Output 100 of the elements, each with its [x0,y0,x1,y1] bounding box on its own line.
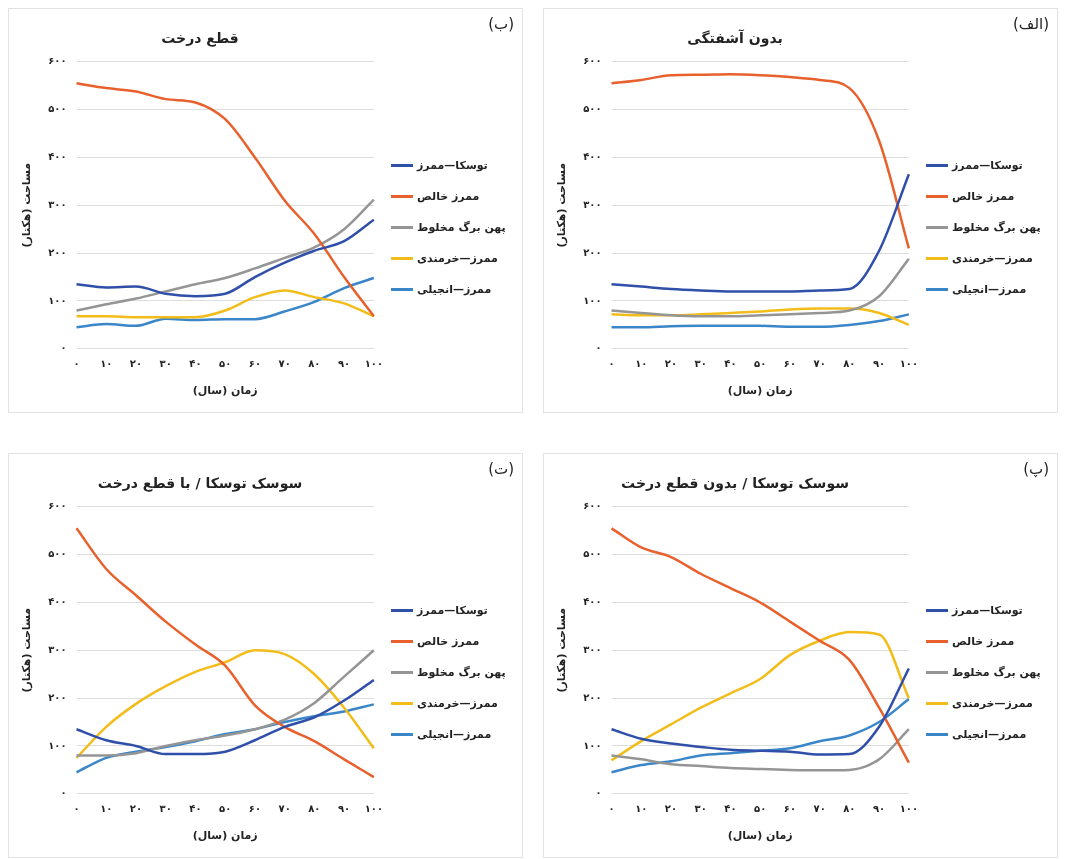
chart-title: سوسک توسکا / با قطع درخت [97,475,303,493]
x-tick-label: ۲۰ [129,358,143,370]
y-axis-title: مساحت (هکتار) [555,608,569,693]
legend-label: ممرز—انجیلی [952,283,1027,296]
legend-label: ممرز—انجیلی [417,728,492,741]
legend-label: ممرز—انجیلی [417,283,492,296]
legend-label: ممرز—خرمندی [952,697,1033,710]
x-tick-label: ۹۰ [338,803,351,815]
legend-label: ممرز—خرمندی [952,252,1033,265]
legend-label: توسکا—ممرز [417,604,488,617]
x-tick-label: ۸۰ [843,803,856,815]
x-tick-label: ۳۰ [694,803,707,815]
x-tick-label: ۶۰ [248,803,262,815]
y-tick-label: ۱۰۰ [583,739,602,751]
x-tick-label: ۶۰ [783,803,797,815]
y-tick-label: ۱۰۰ [48,294,67,306]
legend-label: پهن برگ مخلوط [417,666,506,679]
x-tick-label: ۳۰ [694,358,707,370]
legend-label: توسکا—ممرز [417,159,488,172]
y-axis-title: مساحت (هکتار) [555,163,569,248]
y-axis-title: مساحت (هکتار) [20,608,34,693]
y-axis-title: مساحت (هکتار) [20,163,34,248]
x-tick-label: ۲۰ [664,803,678,815]
y-tick-label: ۴۰۰ [583,151,602,163]
line-series [75,276,376,329]
x-tick-label: ۴۰ [189,358,202,370]
x-tick-label: ۳۰ [159,358,172,370]
x-tick-label: ۱۰۰ [899,358,918,370]
x-tick-label: ۴۰ [724,803,737,815]
text: (ب) [488,15,514,33]
line-series [75,198,376,312]
legend-label: ممرز—خرمندی [417,697,498,710]
text: (ت) [488,460,514,478]
x-tick-label: ۳۰ [159,803,172,815]
x-tick-label: ۱۰ [100,358,113,370]
x-tick-label: ۲۰ [129,803,143,815]
x-axis-title: زمان (سال) [727,384,793,398]
line-series [610,172,911,293]
y-tick-label: ۰ [60,787,67,799]
line-series [75,678,376,756]
x-axis-title: زمان (سال) [192,384,258,398]
x-tick-label: ۰ [608,803,615,815]
legend-label: ممرز—انجیلی [952,728,1027,741]
x-tick-label: ۱۰ [635,358,648,370]
y-tick-label: ۳۰۰ [583,198,602,210]
x-tick-label: ۹۰ [873,803,886,815]
y-tick-label: ۳۰۰ [48,198,67,210]
legend-label: ممرز خالص [417,190,480,203]
y-tick-label: ۰ [595,342,602,354]
line-series [610,630,911,762]
chart-title: بدون آشفتگی [687,29,783,48]
x-tick-label: ۸۰ [308,803,321,815]
y-tick-label: ۲۰۰ [583,691,602,703]
x-tick-label: ۵۰ [219,358,232,370]
x-tick-label: ۸۰ [843,358,856,370]
x-tick-label: ۷۰ [813,803,826,815]
y-tick-label: ۲۰۰ [583,246,602,258]
x-tick-label: ۶۰ [248,358,262,370]
x-tick-label: ۷۰ [813,358,826,370]
line-series [610,527,911,764]
x-tick-label: ۴۰ [724,358,737,370]
text: (پ) [1023,460,1049,478]
x-tick-label: ۱۰۰ [899,803,918,815]
y-tick-label: ۶۰۰ [48,500,67,512]
legend-label: ممرز خالص [417,635,480,648]
x-tick-label: ۶۰ [783,358,797,370]
x-tick-label: ۷۰ [278,803,291,815]
x-tick-label: ۰ [73,803,80,815]
x-tick-label: ۹۰ [338,358,351,370]
x-tick-label: ۱۰۰ [364,803,383,815]
x-tick-label: ۵۰ [219,803,232,815]
y-tick-label: ۲۰۰ [48,246,67,258]
x-tick-label: ۱۰۰ [364,358,383,370]
y-tick-label: ۳۰۰ [48,643,67,655]
chart-title: سوسک توسکا / بدون قطع درخت [621,475,849,493]
y-tick-label: ۳۰۰ [583,643,602,655]
x-axis-title: زمان (سال) [192,829,258,843]
y-tick-label: ۵۰۰ [48,103,67,115]
legend-label: ممرز—خرمندی [417,252,498,265]
line-series [610,727,911,772]
line-series [75,527,376,779]
legend-label: توسکا—ممرز [952,159,1023,172]
x-tick-label: ۴۰ [189,803,202,815]
text: (الف) [1013,15,1049,33]
y-tick-label: ۶۰۰ [48,55,67,67]
legend-label: پهن برگ مخلوط [952,666,1041,679]
legend-label: پهن برگ مخلوط [952,221,1041,234]
y-tick-label: ۵۰۰ [48,548,67,560]
y-tick-label: ۱۰۰ [48,739,67,751]
y-tick-label: ۵۰۰ [583,548,602,560]
line-series [610,257,911,318]
y-tick-label: ۰ [60,342,67,354]
y-tick-label: ۲۰۰ [48,691,67,703]
legend-label: پهن برگ مخلوط [417,221,506,234]
x-tick-label: ۷۰ [278,358,291,370]
x-tick-label: ۱۰ [100,803,113,815]
line-series [75,82,376,318]
line-series [610,313,911,329]
y-tick-label: ۵۰۰ [583,103,602,115]
chart-title: قطع درخت [161,30,239,48]
